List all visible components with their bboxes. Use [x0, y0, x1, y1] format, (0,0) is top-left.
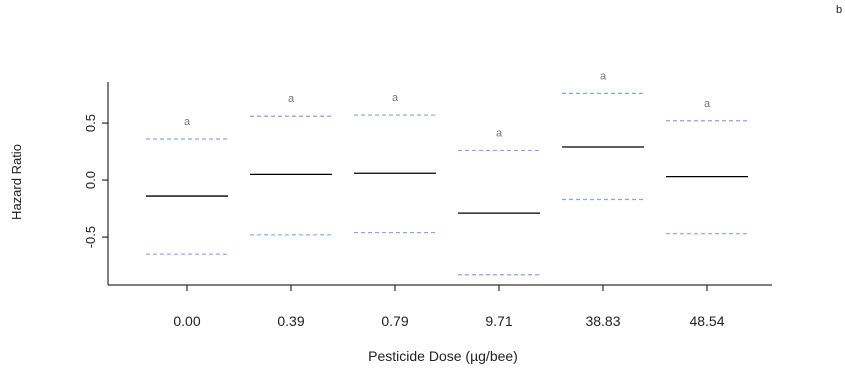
group-letter: a [392, 92, 399, 104]
chart-marks: a a a a a a [146, 70, 748, 276]
x-tick-label: 0.79 [381, 313, 408, 329]
group-letter: a [600, 70, 607, 82]
group-letter: a [704, 98, 711, 110]
group-letter: a [288, 93, 295, 105]
x-tick-label: 0.39 [277, 313, 304, 329]
group-letter: a [496, 127, 503, 139]
axes: -0.5 0.0 0.5 0.00 0.39 0.79 9.71 38.83 48.54 [83, 82, 772, 329]
panel-letter: b [836, 4, 843, 16]
y-tick-label: -0.5 [83, 226, 98, 248]
x-tick-label: 38.83 [585, 313, 620, 329]
y-tick-label: 0.0 [83, 171, 98, 189]
x-tick-label: 9.71 [485, 313, 512, 329]
group-letter: a [184, 116, 191, 128]
x-axis-label: Pesticide Dose (µg/bee) [368, 348, 518, 364]
y-axis-label: Hazard Ratio [9, 144, 24, 220]
y-tick-label: 0.5 [83, 114, 98, 132]
x-tick-label: 0.00 [173, 313, 200, 329]
x-tick-label: 48.54 [689, 313, 724, 329]
